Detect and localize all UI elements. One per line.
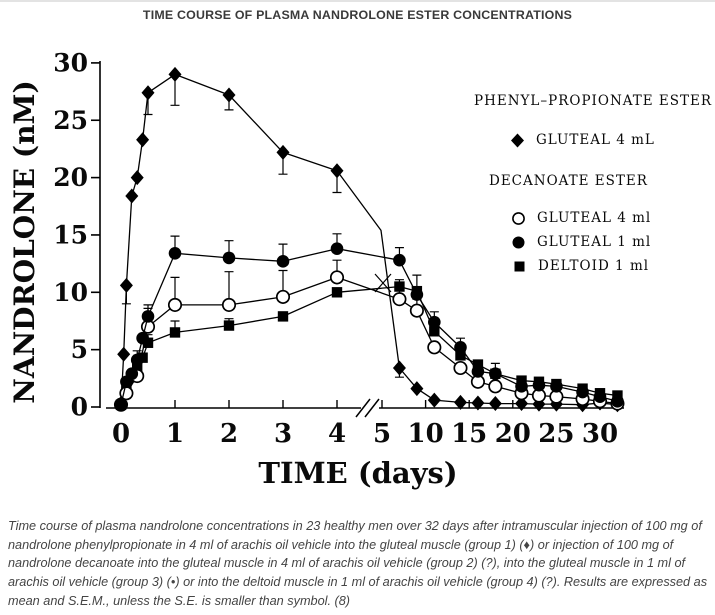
svg-text:15: 15: [53, 220, 88, 249]
legend-item-dec-deltoid-1ml: DELTOID 1 ml: [512, 258, 649, 274]
legend-item-pp-gluteal-4ml: GLUTEAL 4 mL: [510, 132, 655, 148]
open-circle-icon: [512, 211, 525, 225]
svg-text:20: 20: [495, 419, 531, 449]
series-layer: [113, 66, 625, 413]
series-dec-deltoid-1ml: [115, 281, 623, 410]
y-axis-title: NANDROLONE (nM): [8, 80, 41, 403]
filled-circle-icon: [512, 236, 525, 248]
legend-item-label: GLUTEAL 4 ml: [537, 210, 652, 226]
svg-text:0: 0: [112, 419, 130, 449]
svg-text:4: 4: [328, 419, 346, 449]
legend-item-label: GLUTEAL 1 ml: [537, 234, 652, 250]
svg-text:2: 2: [220, 419, 238, 449]
series-dec-gluteal-4ml: [113, 259, 625, 412]
axis-break-marks: [355, 273, 392, 418]
series-dec-gluteal-1ml: [114, 233, 624, 412]
figure-caption: Time course of plasma nandrolone concent…: [8, 519, 708, 608]
svg-text:15: 15: [451, 419, 487, 449]
svg-text:5: 5: [71, 335, 88, 364]
legend-item-dec-gluteal-4ml: GLUTEAL 4 ml: [511, 210, 651, 226]
legend-item-label: DELTOID 1 ml: [538, 258, 650, 274]
x-axis-title: TIME (days): [258, 456, 457, 490]
legend-group-decanoate-header: DECANOATE ESTER: [489, 173, 648, 189]
legend-item-dec-gluteal-1ml: GLUTEAL 1 ml: [511, 234, 651, 250]
svg-text:1: 1: [166, 419, 184, 449]
legend-item-label: GLUTEAL 4 mL: [536, 132, 655, 148]
figure-title: TIME COURSE OF PLASMA NANDROLONE ESTER C…: [142, 8, 573, 22]
filled-square-icon: [514, 261, 525, 271]
svg-text:5: 5: [373, 419, 391, 449]
svg-text:10: 10: [53, 278, 88, 307]
svg-text:30: 30: [582, 419, 618, 449]
nandrolone-concentration-chart: NANDROLONE (nM) TIME (days) 051015202530…: [8, 48, 625, 490]
svg-text:0: 0: [71, 393, 88, 422]
svg-text:30: 30: [53, 48, 88, 77]
svg-text:10: 10: [408, 419, 444, 449]
svg-text:25: 25: [538, 419, 574, 449]
svg-text:3: 3: [274, 419, 292, 449]
filled-diamond-icon: [511, 133, 524, 147]
legend-group-phenylpropionate-header: PHENYL–PROPIONATE ESTER: [474, 93, 713, 109]
svg-text:25: 25: [53, 106, 88, 135]
svg-text:20: 20: [53, 163, 88, 192]
